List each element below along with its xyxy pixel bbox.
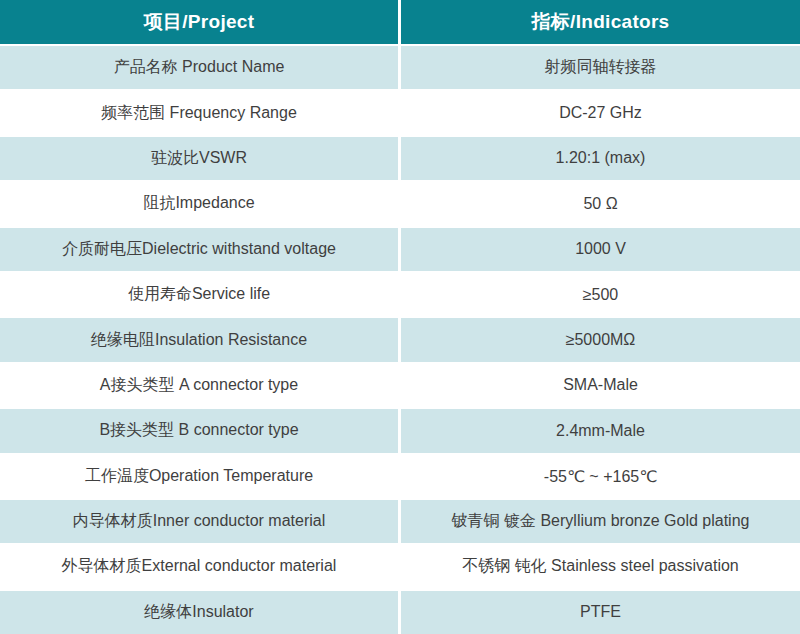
table-row: 使用寿命Service life ≥500 [0,273,800,316]
table-row: A接头类型 A connector type SMA-Male [0,364,800,407]
table-row: 阻抗Impedance 50 Ω [0,182,800,225]
project-cell: 产品名称 Product Name [0,46,398,89]
indicator-cell: 2.4mm-Male [401,409,800,452]
table-row: 频率范围 Frequency Range DC-27 GHz [0,91,800,134]
table-row: 介质耐电压Dielectric withstand voltage 1000 V [0,228,800,271]
column-header-indicators: 指标/Indicators [401,0,800,44]
column-header-project: 项目/Project [0,0,398,44]
indicator-cell: -55℃ ~ +165℃ [401,455,800,498]
project-cell: 工作温度Operation Temperature [0,455,398,498]
indicator-cell: DC-27 GHz [401,91,800,134]
indicator-cell: 1.20:1 (max) [401,137,800,180]
table-row: B接头类型 B connector type 2.4mm-Male [0,409,800,452]
project-cell: B接头类型 B connector type [0,409,398,452]
project-cell: A接头类型 A connector type [0,364,398,407]
table-row: 工作温度Operation Temperature -55℃ ~ +165℃ [0,455,800,498]
table-header-row: 项目/Project 指标/Indicators [0,0,800,44]
project-cell: 绝缘电阻Insulation Resistance [0,318,398,361]
indicator-cell: ≥500 [401,273,800,316]
project-cell: 频率范围 Frequency Range [0,91,398,134]
project-cell: 内导体材质Inner conductor material [0,500,398,543]
table-row: 驻波比VSWR 1.20:1 (max) [0,137,800,180]
indicator-cell: SMA-Male [401,364,800,407]
project-cell: 外导体材质External conductor material [0,545,398,588]
indicator-cell: 不锈钢 钝化 Stainless steel passivation [401,545,800,588]
project-cell: 使用寿命Service life [0,273,398,316]
indicator-cell: 射频同轴转接器 [401,46,800,89]
indicator-cell: 1000 V [401,228,800,271]
table-row: 绝缘电阻Insulation Resistance ≥5000MΩ [0,318,800,361]
project-cell: 绝缘体Insulator [0,591,398,634]
indicator-cell: PTFE [401,591,800,634]
table-row: 绝缘体Insulator PTFE [0,591,800,634]
table-row: 内导体材质Inner conductor material 铍青铜 镀金 Ber… [0,500,800,543]
project-cell: 阻抗Impedance [0,182,398,225]
indicator-cell: 50 Ω [401,182,800,225]
indicator-cell: ≥5000MΩ [401,318,800,361]
indicator-cell: 铍青铜 镀金 Beryllium bronze Gold plating [401,500,800,543]
table-row: 外导体材质External conductor material 不锈钢 钝化 … [0,545,800,588]
project-cell: 驻波比VSWR [0,137,398,180]
project-cell: 介质耐电压Dielectric withstand voltage [0,228,398,271]
table-row: 产品名称 Product Name 射频同轴转接器 [0,46,800,89]
spec-table: 项目/Project 指标/Indicators 产品名称 Product Na… [0,0,800,634]
